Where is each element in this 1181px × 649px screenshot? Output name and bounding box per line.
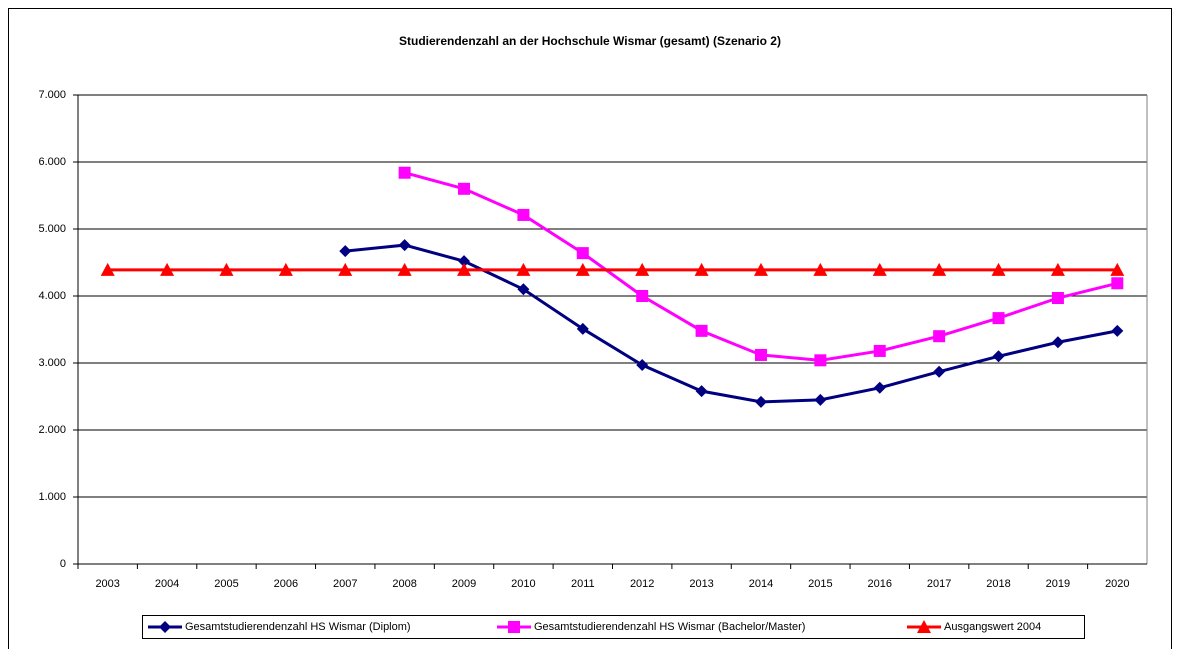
data-point [992, 312, 1005, 325]
legend-label: Ausgangswert 2004 [944, 621, 1041, 633]
x-tick-label: 2015 [808, 578, 832, 590]
legend-box [142, 615, 1085, 639]
x-tick-label: 2012 [630, 578, 654, 590]
data-point [458, 182, 471, 195]
x-tick-label: 2007 [333, 578, 357, 590]
x-tick-label: 2005 [214, 578, 238, 590]
x-tick-label: 2009 [452, 578, 476, 590]
data-point [517, 283, 530, 296]
data-point [516, 262, 531, 276]
data-point [576, 322, 589, 335]
data-point [695, 324, 708, 337]
legend-marker [917, 620, 931, 633]
data-point [160, 262, 175, 276]
data-point [398, 239, 411, 252]
x-tick-label: 2020 [1105, 578, 1129, 590]
legend-marker [159, 621, 171, 633]
data-point [754, 348, 767, 361]
data-point [813, 262, 828, 276]
data-point [636, 359, 649, 372]
chart-frame [8, 8, 1172, 649]
data-point [932, 262, 947, 276]
data-point [338, 262, 353, 276]
y-tick-label: 1.000 [38, 491, 66, 503]
x-tick-label: 2017 [927, 578, 951, 590]
data-point [1050, 262, 1065, 276]
y-tick-label: 7.000 [38, 89, 66, 101]
data-point [219, 262, 234, 276]
data-point [814, 393, 827, 406]
x-tick-label: 2014 [749, 578, 773, 590]
data-point [991, 262, 1006, 276]
series-line [345, 243, 1118, 404]
data-point [1111, 324, 1124, 337]
data-point [1051, 336, 1064, 349]
x-tick-label: 2019 [1046, 578, 1070, 590]
data-point [100, 262, 115, 276]
data-point [398, 166, 411, 179]
data-point [814, 354, 827, 367]
legend-label: Gesamtstudierendenzahl HS Wismar (Bachel… [534, 621, 805, 633]
x-tick-label: 2013 [689, 578, 713, 590]
data-point [457, 262, 472, 276]
data-point [992, 350, 1005, 363]
data-point [278, 262, 293, 276]
data-point [397, 262, 412, 276]
data-point [517, 208, 530, 221]
x-tick-label: 2011 [571, 578, 595, 590]
data-point [873, 381, 886, 394]
y-tick-label: 2.000 [38, 424, 66, 436]
data-point [754, 395, 767, 408]
legend-label: Gesamtstudierendenzahl HS Wismar (Diplom… [185, 621, 411, 633]
chart-title: Studierendenzahl an der Hochschule Wisma… [399, 34, 781, 48]
y-tick-label: 0 [60, 558, 66, 570]
y-tick-label: 5.000 [38, 223, 66, 235]
data-point [695, 385, 708, 398]
legend-marker [508, 621, 520, 633]
data-point [933, 365, 946, 378]
data-point [576, 247, 589, 260]
data-point [753, 262, 768, 276]
data-point [873, 344, 886, 357]
data-point [872, 262, 887, 276]
x-tick-label: 2003 [95, 578, 119, 590]
data-point [339, 245, 352, 258]
data-point [694, 262, 709, 276]
x-tick-label: 2016 [868, 578, 892, 590]
x-tick-label: 2018 [986, 578, 1010, 590]
x-tick-label: 2010 [511, 578, 535, 590]
x-tick-label: 2006 [274, 578, 298, 590]
x-tick-label: 2008 [392, 578, 416, 590]
data-point [575, 262, 590, 276]
x-tick-label: 2004 [155, 578, 179, 590]
data-point [933, 330, 946, 343]
y-tick-label: 6.000 [38, 156, 66, 168]
data-point [635, 262, 650, 276]
data-point [1051, 292, 1064, 305]
y-tick-label: 3.000 [38, 357, 66, 369]
data-point [1110, 262, 1125, 276]
data-point [1111, 277, 1124, 290]
y-tick-label: 4.000 [38, 290, 66, 302]
data-point [636, 290, 649, 302]
data-point [458, 255, 471, 268]
